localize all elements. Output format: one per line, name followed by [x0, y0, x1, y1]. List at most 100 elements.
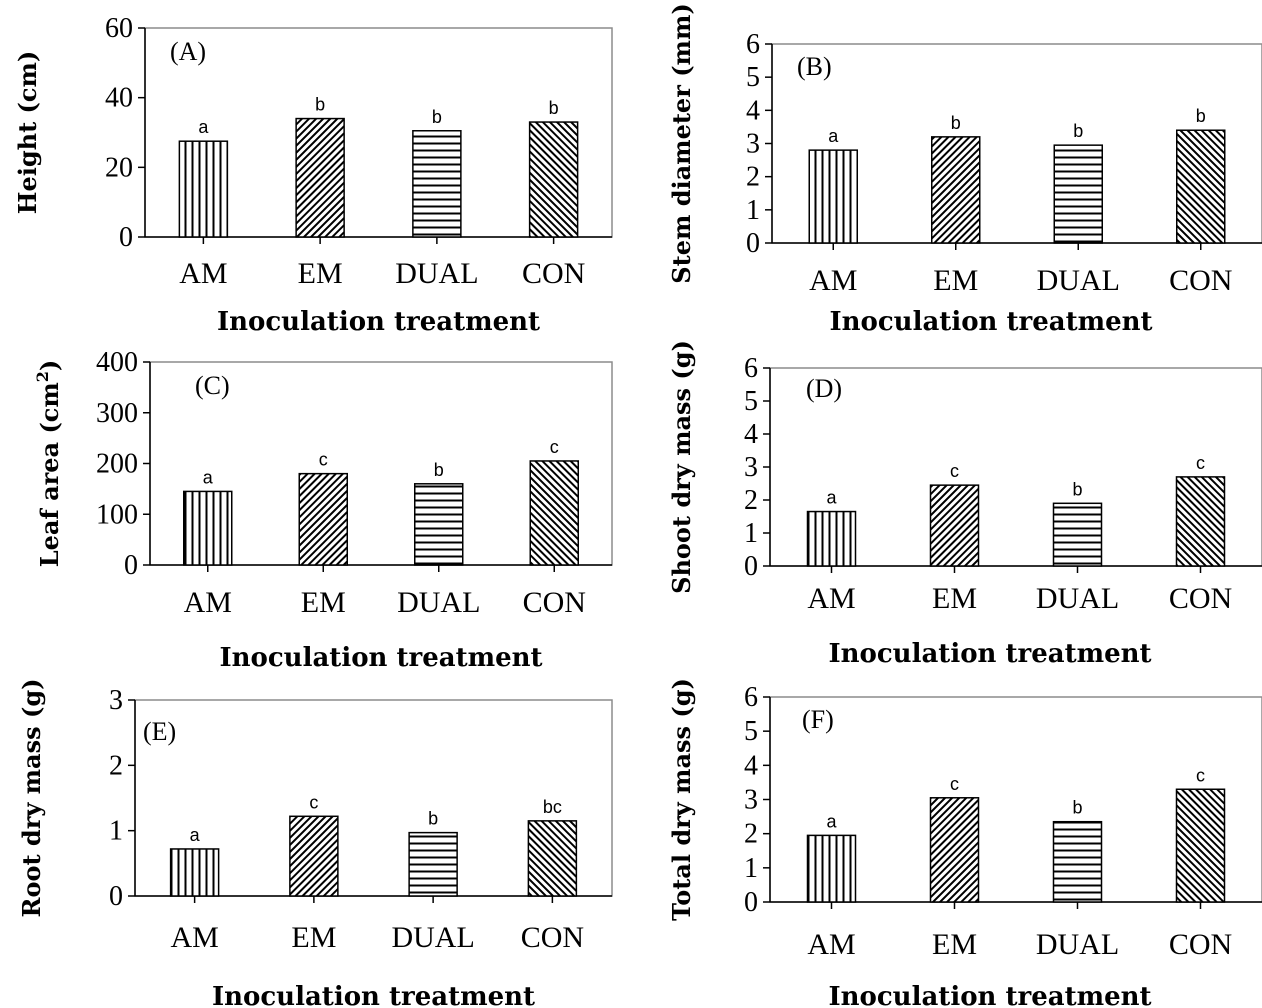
significance-letter: a	[826, 488, 837, 508]
bar-dual	[414, 483, 464, 566]
bar-con	[1175, 788, 1226, 903]
panel-label: (C)	[195, 371, 230, 400]
bar-am	[178, 140, 229, 238]
bar-con	[528, 121, 579, 238]
significance-letter: c	[1196, 765, 1205, 785]
x-category-label: DUAL	[1036, 582, 1119, 615]
y-tick-label: 1	[744, 518, 758, 549]
y-tick-label: 0	[124, 550, 138, 581]
panel-label: (B)	[797, 52, 832, 81]
x-category-label: EM	[932, 582, 977, 615]
significance-letter: b	[951, 113, 961, 133]
x-category-label: AM	[170, 921, 218, 954]
x-category-label: AM	[807, 582, 855, 615]
x-category-label: EM	[932, 928, 977, 961]
y-axis-title-superscript: 2	[33, 371, 52, 382]
significance-letter: b	[1072, 479, 1082, 499]
x-axis-title: Inoculation treatment	[217, 307, 540, 337]
y-axis-title-text: Stem diameter (mm)	[667, 3, 696, 283]
bar-con	[527, 820, 578, 897]
y-tick-label: 1	[109, 816, 123, 847]
chart-panel-a: 0 20 40 60 a AM b EM b DUAL b CON (A) Inoculation tre…	[13, 13, 613, 337]
x-category-label: AM	[809, 264, 857, 297]
y-tick-label: 6	[744, 353, 758, 384]
bar-am	[169, 848, 220, 897]
x-category-label: EM	[298, 257, 343, 290]
y-tick-label: 2	[109, 750, 123, 781]
y-tick-label: 2	[744, 819, 758, 850]
y-tick-label: 0	[744, 887, 758, 918]
significance-letter: c	[550, 437, 559, 457]
bar-am	[183, 490, 233, 566]
x-category-label: CON	[1169, 928, 1232, 961]
chart-panel-e: 0 1 2 3 a AM c EM b DUAL bc CON (E) Inoculation treat…	[17, 679, 613, 1008]
y-tick-label: 60	[105, 13, 133, 44]
y-axis-title: Stem diameter (mm)	[667, 3, 696, 283]
y-tick-label: 0	[744, 551, 758, 582]
x-category-label: CON	[1169, 264, 1232, 297]
significance-letter: c	[309, 792, 318, 812]
y-axis-title: Root dry mass (g)	[17, 679, 46, 918]
x-category-label: AM	[179, 257, 227, 290]
significance-letter: b	[434, 460, 444, 480]
x-category-label: EM	[933, 264, 978, 297]
y-tick-label: 6	[746, 29, 760, 60]
y-tick-label: 1	[744, 853, 758, 884]
x-category-label: CON	[1169, 582, 1232, 615]
significance-letter: b	[315, 95, 325, 115]
y-tick-label: 3	[746, 129, 760, 160]
x-category-label: DUAL	[391, 921, 474, 954]
y-axis-title: Leaf area (cm2)	[33, 360, 64, 568]
x-category-label: EM	[291, 921, 336, 954]
bar-em	[929, 797, 980, 903]
y-tick-label: 200	[96, 449, 138, 480]
y-tick-label: 5	[744, 386, 758, 417]
y-tick-label: 3	[744, 452, 758, 483]
x-category-label: AM	[184, 586, 232, 619]
significance-letter: a	[828, 126, 839, 146]
significance-letter: a	[826, 811, 837, 831]
y-tick-label: 5	[744, 716, 758, 747]
panel-label: (A)	[170, 37, 206, 66]
x-axis-title: Inoculation treatment	[219, 643, 542, 673]
significance-letter: c	[950, 774, 959, 794]
x-axis-title: Inoculation treatment	[212, 982, 535, 1008]
y-tick-label: 300	[96, 398, 138, 429]
bar-am	[808, 149, 858, 244]
x-category-label: CON	[523, 586, 586, 619]
bar-dual	[408, 831, 458, 897]
y-axis-title-text: Total dry mass (g)	[667, 678, 696, 921]
y-tick-label: 5	[746, 62, 760, 93]
y-tick-label: 6	[744, 682, 758, 713]
significance-letter: c	[950, 461, 959, 481]
y-axis-title: Shoot dry mass (g)	[667, 340, 696, 594]
significance-letter: b	[1073, 121, 1083, 141]
x-axis-title: Inoculation treatment	[829, 307, 1152, 337]
y-axis-title-text: Shoot dry mass (g)	[667, 340, 696, 594]
bar-con	[1176, 129, 1226, 244]
y-tick-label: 2	[744, 485, 758, 516]
y-tick-label: 3	[744, 785, 758, 816]
bar-em	[929, 484, 980, 567]
x-category-label: CON	[521, 921, 584, 954]
y-tick-label: 400	[96, 347, 138, 378]
y-axis-title: Height (cm)	[13, 51, 42, 214]
significance-letter: a	[190, 825, 201, 845]
y-tick-label: 1	[746, 195, 760, 226]
x-category-label: CON	[522, 257, 585, 290]
significance-letter: bc	[543, 797, 562, 817]
x-category-label: DUAL	[1037, 264, 1120, 297]
significance-letter: b	[428, 809, 438, 829]
y-tick-label: 2	[746, 162, 760, 193]
bar-em	[298, 472, 348, 566]
bar-am	[806, 510, 857, 567]
significance-letter: b	[1196, 106, 1206, 126]
bar-em	[295, 117, 345, 238]
bar-em	[931, 136, 981, 244]
bar-dual	[1053, 144, 1103, 244]
significance-letter: c	[319, 450, 328, 470]
y-tick-label: 4	[746, 95, 760, 126]
